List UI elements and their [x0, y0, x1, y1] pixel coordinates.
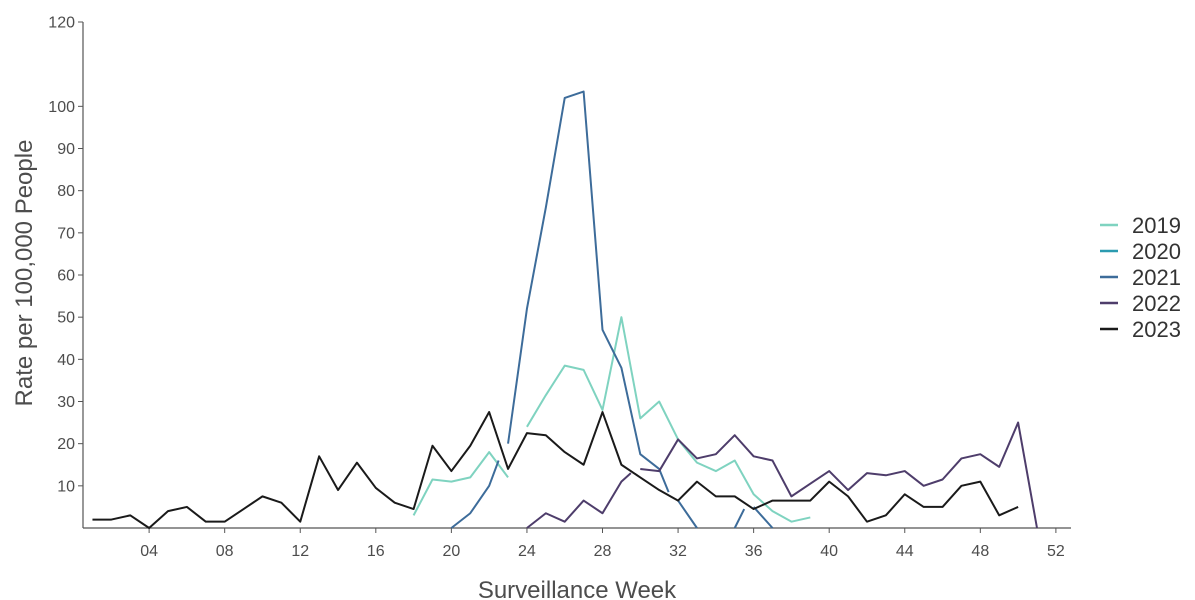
y-tick-label: 100 [48, 99, 75, 116]
y-tick-label: 90 [57, 141, 75, 158]
legend-label-2023: 2023 [1132, 317, 1181, 342]
x-tick-label: 24 [518, 543, 536, 560]
y-tick-label: 40 [57, 352, 75, 369]
x-tick-label: 36 [745, 543, 763, 560]
x-tick-label: 32 [669, 543, 687, 560]
series-line-2021 [450, 90, 774, 529]
x-tick-label: 52 [1047, 543, 1065, 560]
y-tick-label: 70 [57, 225, 75, 242]
series-lines [92, 90, 1038, 529]
y-axis-title: Rate per 100,000 People [11, 140, 38, 407]
legend-label-2020: 2020 [1132, 239, 1181, 264]
y-tick-label: 50 [57, 310, 75, 327]
y-tick-label: 20 [57, 436, 75, 453]
axes: 10 20 30 40 50 60 70 80 90 100 120 04 08 12 16 20 24 28 32… [48, 15, 1071, 560]
y-tick-label: 120 [48, 15, 75, 32]
x-tick-label: 40 [820, 543, 838, 560]
y-tick-label: 30 [57, 394, 75, 411]
x-tick-label: 08 [216, 543, 234, 560]
series-line-2023 [92, 411, 1019, 529]
x-tick-label: 20 [442, 543, 460, 560]
series-line-2022 [526, 421, 1038, 529]
legend-label-2019: 2019 [1132, 213, 1181, 238]
y-tick-label: 80 [57, 183, 75, 200]
x-tick-label: 04 [140, 543, 158, 560]
x-tick-label: 28 [594, 543, 612, 560]
x-tick-label: 44 [896, 543, 914, 560]
y-tick-label: 60 [57, 268, 75, 285]
legend-label-2022: 2022 [1132, 291, 1181, 316]
x-tick-label: 48 [971, 543, 989, 560]
y-tick-label: 10 [57, 478, 75, 495]
x-tick-label: 16 [367, 543, 385, 560]
series-line-2019 [412, 316, 811, 523]
legend-label-2021: 2021 [1132, 265, 1181, 290]
x-tick-label: 12 [291, 543, 309, 560]
x-axis-title: Surveillance Week [478, 577, 677, 600]
